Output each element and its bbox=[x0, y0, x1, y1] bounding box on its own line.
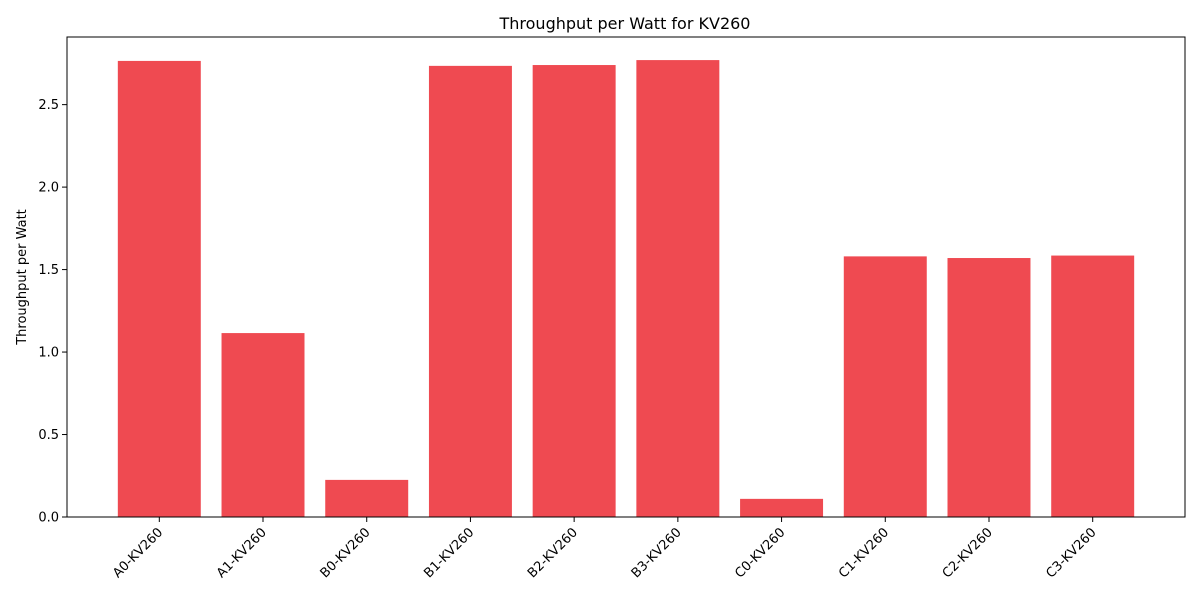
x-tick-label: C2-KV260 bbox=[940, 525, 996, 581]
bar-B0-KV260 bbox=[325, 479, 409, 517]
y-tick-label: 0.0 bbox=[38, 511, 59, 526]
x-tick-label: B3-KV260 bbox=[629, 525, 685, 581]
bar-A0-KV260 bbox=[117, 60, 201, 518]
y-tick-label: 1.0 bbox=[38, 346, 59, 361]
x-tick-label: C3-KV260 bbox=[1043, 525, 1099, 581]
x-tick-label: B2-KV260 bbox=[525, 525, 581, 581]
chart-title: Throughput per Watt for KV260 bbox=[499, 14, 751, 33]
bar-B2-KV260 bbox=[532, 65, 616, 517]
bars-layer bbox=[117, 60, 1135, 518]
y-tick-label: 2.5 bbox=[38, 98, 59, 113]
x-tick-label: B1-KV260 bbox=[421, 525, 477, 581]
bar-C3-KV260 bbox=[1051, 255, 1135, 517]
bar-B1-KV260 bbox=[428, 65, 512, 518]
bar-C0-KV260 bbox=[740, 498, 824, 517]
y-axis-label: Throughput per Watt bbox=[15, 209, 30, 346]
bar-C2-KV260 bbox=[947, 258, 1031, 517]
x-tick-label: B0-KV260 bbox=[318, 525, 374, 581]
y-tick-label: 2.0 bbox=[38, 181, 59, 196]
bar-A1-KV260 bbox=[221, 333, 305, 517]
x-tick-label: A1-KV260 bbox=[214, 525, 270, 581]
x-tick-label: C1-KV260 bbox=[836, 525, 892, 581]
plot-frame bbox=[66, 36, 1186, 518]
bar-C1-KV260 bbox=[843, 256, 927, 517]
x-tick-label: C0-KV260 bbox=[732, 525, 788, 581]
bar-B3-KV260 bbox=[636, 60, 720, 518]
x-tick-label: A0-KV260 bbox=[110, 525, 166, 581]
y-tick-label: 0.5 bbox=[38, 428, 59, 443]
y-tick-label: 1.5 bbox=[38, 263, 59, 278]
